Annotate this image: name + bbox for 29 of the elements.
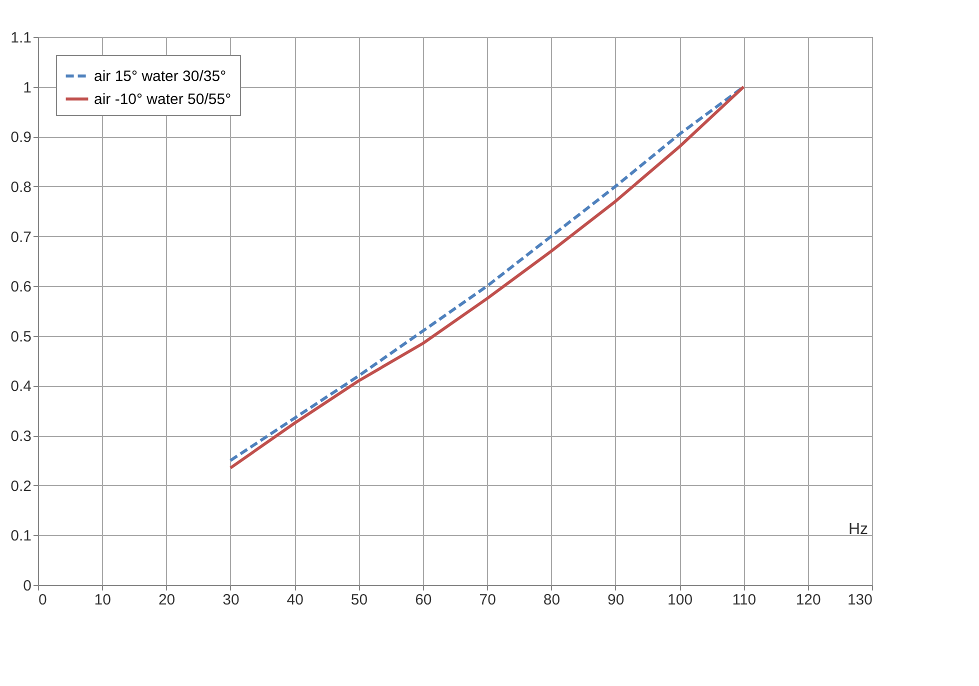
y-tick-label: 0.3: [10, 428, 32, 446]
y-tick-label: 1.1: [10, 30, 32, 46]
y-tick-label: 0.5: [10, 328, 32, 346]
x-tick-label: 0: [38, 592, 47, 608]
x-axis-title: Hz: [848, 521, 868, 538]
x-tick-label: 90: [608, 592, 624, 608]
x-tick-label: 70: [479, 592, 496, 608]
y-tick-label: 0.7: [10, 228, 32, 246]
y-tick-label: 0.4: [10, 378, 32, 396]
x-tick-label: 30: [222, 592, 240, 608]
x-tick-label: 50: [350, 592, 368, 608]
y-tick-label: 1: [23, 79, 32, 96]
y-tick-label: 0.8: [10, 178, 32, 196]
x-tick-label: 40: [286, 592, 304, 608]
x-tick-label: 110: [732, 592, 756, 608]
legend-label: air 15° water 30/35°: [94, 68, 226, 85]
x-tick-label: 100: [668, 592, 693, 608]
x-tick-label: 60: [415, 592, 432, 608]
y-tick-label: 0.6: [10, 278, 32, 296]
legend-label: air -10° water 50/55°: [94, 91, 232, 108]
y-tick-label: 0.1: [10, 528, 32, 545]
x-tick-label: 10: [94, 592, 111, 608]
y-tick-label: 0.9: [10, 129, 32, 146]
x-tick-label: 130: [847, 592, 872, 608]
y-tick-label: 0: [23, 578, 32, 594]
x-tick-label: 80: [543, 592, 560, 608]
x-tick-label: 20: [158, 592, 176, 608]
x-tick-label: 120: [796, 592, 821, 608]
y-tick-label: 0.2: [10, 478, 32, 495]
